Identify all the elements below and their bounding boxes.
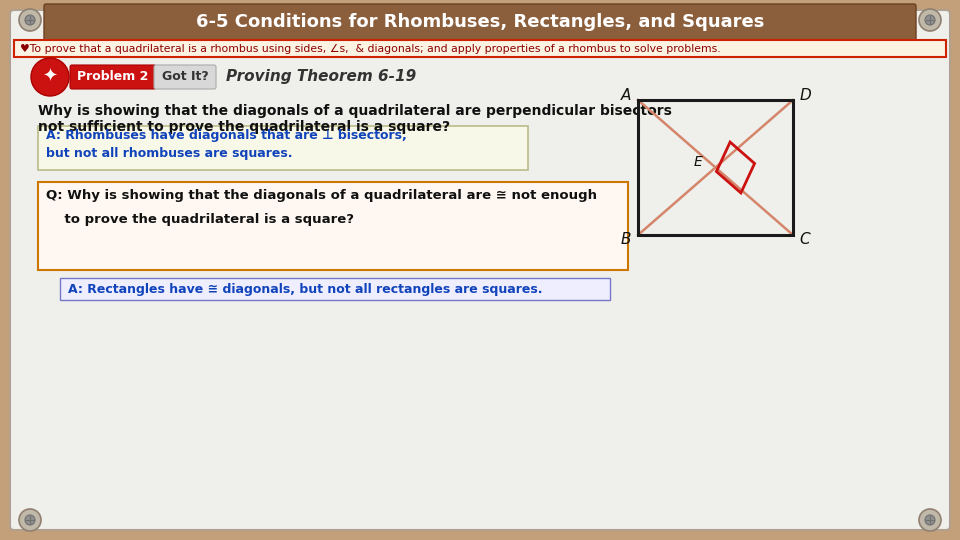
FancyBboxPatch shape [14,40,946,57]
Text: Q: Why is showing that the diagonals of a quadrilateral are ≅ not enough: Q: Why is showing that the diagonals of … [46,190,597,202]
Circle shape [25,15,35,25]
FancyBboxPatch shape [70,65,156,89]
FancyBboxPatch shape [154,65,216,89]
Text: ♥To prove that a quadrilateral is a rhombus using sides, ∠s,  & diagonals; and a: ♥To prove that a quadrilateral is a rhom… [20,44,721,53]
Text: C: C [800,232,810,246]
FancyBboxPatch shape [44,4,916,40]
Text: 6-5 Conditions for Rhombuses, Rectangles, and Squares: 6-5 Conditions for Rhombuses, Rectangles… [196,13,764,31]
Text: ✦: ✦ [42,68,58,86]
Circle shape [925,515,935,525]
Text: Why is showing that the diagonals of a quadrilateral are perpendicular bisectors: Why is showing that the diagonals of a q… [38,104,672,118]
FancyBboxPatch shape [10,10,950,530]
Text: D: D [799,89,811,104]
Text: Problem 2: Problem 2 [78,71,149,84]
Text: Proving Theorem 6-19: Proving Theorem 6-19 [226,70,417,84]
Text: not sufficient to prove the quadrilateral is a square?: not sufficient to prove the quadrilatera… [38,120,450,134]
Text: Got It?: Got It? [161,71,208,84]
Circle shape [31,58,69,96]
FancyBboxPatch shape [60,278,610,300]
FancyBboxPatch shape [38,182,628,270]
Text: A: A [621,89,631,104]
Circle shape [19,9,41,31]
Circle shape [919,509,941,531]
Text: A: Rectangles have ≅ diagonals, but not all rectangles are squares.: A: Rectangles have ≅ diagonals, but not … [68,282,542,295]
Circle shape [25,515,35,525]
Circle shape [19,509,41,531]
Text: E: E [693,154,702,168]
Text: B: B [621,232,632,246]
Text: to prove the quadrilateral is a square?: to prove the quadrilateral is a square? [46,213,354,226]
Circle shape [925,15,935,25]
Text: but not all rhombuses are squares.: but not all rhombuses are squares. [46,146,293,159]
Text: A: Rhombuses have diagonals that are ⊥ bisectors,: A: Rhombuses have diagonals that are ⊥ b… [46,129,407,141]
FancyBboxPatch shape [38,126,528,170]
Circle shape [919,9,941,31]
